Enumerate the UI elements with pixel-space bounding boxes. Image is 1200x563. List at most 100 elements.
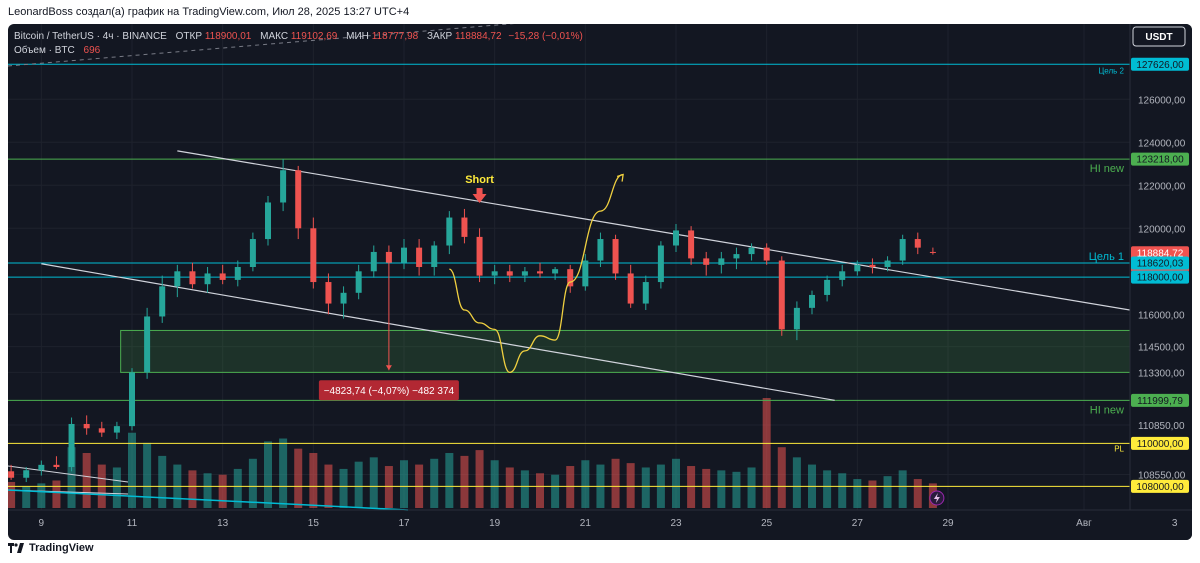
volume-bar [611, 458, 620, 508]
volume-bar [868, 480, 877, 508]
candle-body [899, 239, 906, 261]
volume-bar [898, 470, 907, 508]
volume-bar [128, 432, 136, 508]
candle-body [280, 170, 287, 203]
volume-bar [369, 457, 378, 508]
candle-body [83, 423, 90, 429]
candle-body [129, 372, 135, 427]
footer-brand: TradingView [29, 542, 94, 554]
legend-open: 118900,01 [205, 31, 252, 42]
lightning-glyph [933, 493, 940, 503]
candle-body [567, 269, 574, 287]
currency-button[interactable] [1132, 26, 1186, 47]
volume-bar [883, 476, 892, 508]
measure-box [318, 380, 459, 401]
chart-panel[interactable]: Цель 2 HI new Цель 1 HI new PL Short −4823,74… [8, 24, 1192, 540]
candle-body [385, 251, 392, 263]
projection-path [448, 173, 624, 374]
candle-body [642, 282, 649, 304]
volume-bar [536, 473, 544, 508]
price-badge [1131, 270, 1189, 284]
candle-body [370, 251, 377, 272]
volume-bar [672, 458, 680, 508]
legend-change: −15,28 (−0,01%) [508, 31, 583, 42]
candle-body [113, 426, 120, 433]
candle-body [763, 247, 770, 261]
level-label: PL [1114, 444, 1124, 453]
candle-body [174, 271, 181, 287]
volume-bar [823, 470, 832, 508]
volume-bar [626, 463, 635, 508]
price-badge-label: 127626,00 [1136, 60, 1184, 71]
price-badge-label: 108000,00 [1136, 482, 1184, 493]
time-tick-label: 11 [127, 518, 138, 529]
candle-body [597, 239, 604, 261]
candle-body [703, 258, 710, 265]
price-badge-label: 118000,00 [1137, 273, 1184, 284]
volume-bar [294, 448, 303, 508]
candle-body [325, 282, 332, 304]
price-tick-label: 113300,00 [1138, 368, 1185, 379]
price-badge-label: 118620,03 [1137, 259, 1184, 270]
legend-close-label: ЗАКР [427, 31, 453, 42]
time-tick-label: 13 [217, 518, 229, 529]
candle-body [234, 267, 241, 280]
volume-bars [8, 398, 937, 508]
candle-body [219, 273, 226, 280]
legend-volume-label: Объем · BTC [14, 44, 75, 56]
volume-bar [913, 479, 922, 508]
candle-body [265, 202, 271, 240]
short-label: Short [465, 174, 494, 186]
measure-label: −4823,74 (−4,07%) −482 374 [324, 386, 455, 397]
level-label: HI new [1090, 163, 1124, 175]
time-tick-label: 9 [39, 518, 45, 529]
price-axis[interactable]: 126000,00 124000,00 122000,00 120000,00 1160… [1138, 95, 1186, 481]
price-tick-label: 116000,00 [1138, 310, 1185, 321]
candle-body [929, 251, 936, 253]
candle-body [416, 247, 423, 267]
svg-text:Bitcoin / TetherUS · 4ч · BINA: Bitcoin / TetherUS · 4ч · BINANCE ОТКР 1… [14, 31, 583, 42]
legend-low-label: МИН [346, 31, 369, 42]
time-tick-label: 3 [1172, 518, 1178, 529]
time-axis[interactable]: 9 11 13 15 17 19 21 23 25 27 29 Авг 3 [39, 518, 1178, 529]
volume-bar [400, 460, 408, 508]
decor-line [8, 489, 409, 511]
volume-bar [354, 461, 363, 508]
time-tick-label: 19 [489, 518, 501, 529]
volume-bar [22, 486, 31, 508]
candle-body [914, 239, 921, 248]
candle-body [537, 271, 543, 274]
legend-volume: 696 [84, 45, 101, 56]
candle-body [189, 271, 196, 285]
price-chart[interactable]: Цель 2 HI new Цель 1 HI new PL Short −4823,74… [8, 24, 1192, 540]
volume-bar [339, 468, 348, 508]
volume-bar [838, 473, 847, 508]
price-badges: 127626,00123218,00118884,7202:32:0511862… [1131, 57, 1189, 493]
price-badge-label: 111999,79 [1137, 396, 1183, 407]
time-tick-label: 25 [761, 518, 773, 529]
legend-symbol: Bitcoin / TetherUS · 4ч · BINANCE [14, 31, 167, 42]
candle-body [249, 239, 256, 267]
candle-body [612, 239, 619, 274]
volume-bar [792, 457, 801, 508]
legend-open-label: ОТКР [176, 31, 203, 42]
candle-body [144, 316, 151, 373]
volume-bar [67, 447, 76, 508]
candle-body [401, 247, 407, 263]
candle-body [809, 294, 815, 308]
candle-body [295, 170, 302, 229]
candle-body [869, 264, 876, 267]
candle-body [627, 273, 634, 304]
volume-bar [641, 467, 650, 508]
projection-arrow [616, 173, 624, 182]
candle-body [23, 470, 30, 478]
chart-headline: LeonardBoss создал(а) график на TradingV… [8, 6, 410, 18]
price-tick-label: 110850,00 [1138, 421, 1185, 432]
volume-bar [717, 470, 726, 508]
short-arrow-stem [476, 188, 483, 195]
candle-body [673, 230, 679, 246]
candle-body [552, 269, 559, 274]
candle-body [461, 217, 468, 237]
trendline [41, 263, 835, 401]
candle-body [824, 279, 831, 295]
